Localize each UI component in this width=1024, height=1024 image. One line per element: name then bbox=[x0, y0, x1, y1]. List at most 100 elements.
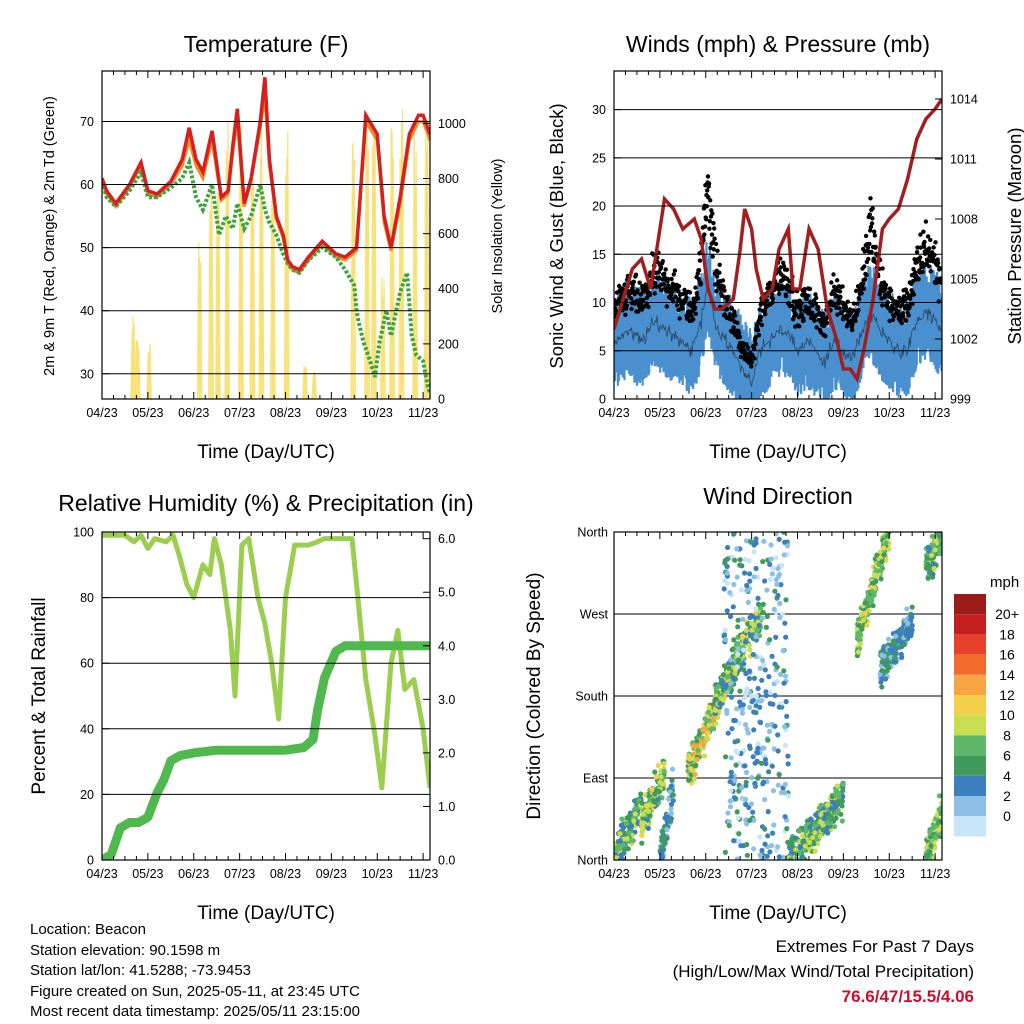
humidity-title: Relative Humidity (%) & Precipitation (i… bbox=[58, 490, 473, 516]
gust-point bbox=[862, 277, 868, 282]
gust-point bbox=[797, 324, 802, 329]
y2-tick-label: 999 bbox=[950, 393, 971, 407]
wind-direction-point bbox=[775, 748, 781, 754]
x-tick-label: 09/23 bbox=[316, 406, 347, 420]
wind-direction-point bbox=[735, 617, 741, 623]
gust-point bbox=[717, 270, 722, 275]
wind-direction-point bbox=[783, 597, 789, 603]
wind-direction-point bbox=[670, 766, 676, 772]
wind-direction-point bbox=[803, 828, 809, 834]
solar-insolation-line bbox=[372, 124, 376, 399]
wind-direction-point bbox=[782, 724, 788, 730]
gust-point bbox=[903, 318, 909, 323]
wind-direction-point bbox=[735, 646, 741, 652]
wind-direction-point bbox=[735, 651, 741, 658]
gust-point bbox=[672, 268, 678, 273]
gust-point bbox=[676, 283, 682, 289]
wind-direction-point bbox=[757, 665, 763, 671]
gust-point bbox=[902, 298, 907, 303]
winds-ylabel: Sonic Wind & Gust (Blue, Black) bbox=[546, 103, 567, 368]
wind-direction-point bbox=[731, 637, 737, 643]
solar-insolation-line bbox=[312, 371, 317, 399]
total-rainfall-line bbox=[102, 641, 430, 860]
wind-direction-point bbox=[872, 573, 879, 579]
wind-direction-point bbox=[696, 731, 703, 737]
solar-insolation-line bbox=[382, 281, 386, 399]
x-tick-label: 10/23 bbox=[362, 406, 393, 420]
gust-point bbox=[821, 313, 826, 318]
wind-direction-point bbox=[751, 623, 757, 629]
wind-direction-point bbox=[788, 857, 794, 860]
legend-label: 6 bbox=[1003, 748, 1011, 764]
legend-label: 0 bbox=[1003, 808, 1011, 824]
solar-insolation-line bbox=[313, 374, 318, 399]
gust-point bbox=[933, 240, 938, 245]
gust-point bbox=[906, 313, 911, 318]
y-tick-label: West bbox=[580, 608, 609, 622]
gust-point bbox=[900, 311, 905, 316]
wind-direction-point bbox=[856, 622, 862, 629]
y2-tick-label: 5.0 bbox=[438, 586, 455, 600]
solar-insolation-line bbox=[209, 182, 214, 399]
wind-direction-point bbox=[893, 633, 899, 639]
wind-direction-point bbox=[691, 743, 697, 749]
wind-direction-point bbox=[753, 693, 759, 699]
wind-direction-point bbox=[753, 536, 759, 542]
wind-direction-point bbox=[734, 750, 741, 756]
wind-direction-point bbox=[858, 612, 864, 618]
y-tick-label: 0 bbox=[87, 854, 94, 868]
gust-point bbox=[931, 245, 936, 250]
y-tick-label: 30 bbox=[592, 103, 606, 117]
wind-direction-point bbox=[869, 588, 875, 595]
wind-direction-point bbox=[666, 796, 672, 802]
wind-direction-point bbox=[640, 811, 646, 817]
y2-tick-label: 1002 bbox=[950, 333, 978, 347]
x-tick-label: 09/23 bbox=[828, 867, 859, 881]
wind-direction-point bbox=[737, 688, 743, 694]
station-info: Location: Beacon Station elevation: 90.1… bbox=[30, 920, 360, 1023]
x-tick-label: 11/23 bbox=[408, 406, 438, 420]
wind-direction-point bbox=[737, 562, 743, 568]
gust-point bbox=[636, 309, 641, 314]
gust-point bbox=[927, 258, 933, 263]
gust-point bbox=[883, 282, 889, 288]
wind-direction-point bbox=[752, 780, 758, 786]
gust-point bbox=[691, 317, 696, 322]
gust-point bbox=[635, 288, 640, 293]
wind-direction-point bbox=[879, 684, 885, 690]
x-tick-label: 06/23 bbox=[178, 406, 209, 420]
gust-point bbox=[715, 248, 720, 253]
wind-direction-point bbox=[761, 538, 767, 544]
solar-insolation-line bbox=[400, 109, 405, 399]
wind-direction-point bbox=[764, 853, 770, 859]
wind-direction-point bbox=[746, 675, 753, 682]
gust-point bbox=[860, 281, 865, 286]
gust-point bbox=[840, 284, 845, 289]
wind-direction-point bbox=[783, 699, 789, 705]
wind-direction-point bbox=[932, 845, 938, 851]
wind-direction-point bbox=[784, 713, 790, 719]
wind-direction-point bbox=[724, 707, 730, 714]
wind-direction-point bbox=[767, 576, 774, 583]
y-tick-label: 20 bbox=[80, 788, 94, 802]
wind-direction-point bbox=[718, 696, 724, 702]
solar-insolation-line bbox=[424, 149, 429, 399]
solar-insolation-line bbox=[425, 118, 430, 399]
wind-mean-trace bbox=[614, 287, 942, 388]
gust-point bbox=[829, 280, 834, 285]
wind-direction-point bbox=[704, 735, 710, 741]
wind-direction-point bbox=[782, 742, 788, 749]
legend-swatch bbox=[954, 775, 986, 796]
gust-point bbox=[725, 294, 730, 300]
gust-point bbox=[859, 291, 864, 296]
gust-point bbox=[869, 249, 874, 255]
wind-direction-point bbox=[747, 817, 753, 824]
wind-direction-point bbox=[771, 822, 777, 828]
wind-direction-point bbox=[883, 668, 889, 675]
wind-direction-point bbox=[936, 806, 942, 813]
gust-point bbox=[810, 310, 815, 315]
gust-point bbox=[644, 295, 650, 300]
wind-direction-point bbox=[756, 622, 762, 628]
y2-tick-label: 200 bbox=[438, 337, 459, 351]
wind-direction-point bbox=[748, 538, 754, 545]
